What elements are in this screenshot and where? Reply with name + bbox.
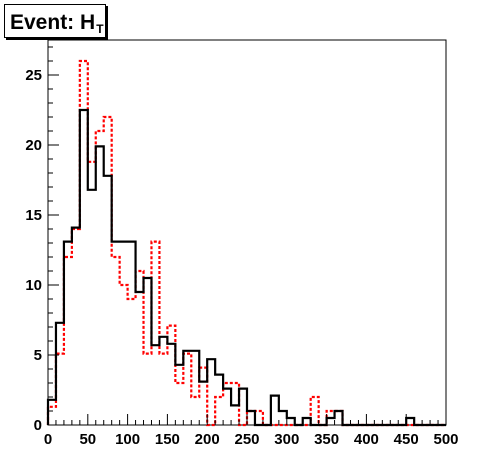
x-tick-label: 150 (155, 431, 180, 448)
x-tick-label: 200 (195, 431, 220, 448)
plot-frame (47, 39, 447, 426)
series-solid-line (46, 108, 446, 427)
y-tick-label: 25 (25, 67, 42, 84)
x-tick-label: 50 (79, 431, 96, 448)
y-tick-label: 5 (34, 347, 42, 364)
y-tick-label: 0 (34, 417, 42, 434)
x-tick-label: 0 (44, 431, 52, 448)
title-symbol: H (80, 11, 96, 34)
x-tick-label: 400 (354, 431, 379, 448)
title-subscript: T (96, 22, 104, 36)
title-prefix: Event: (10, 11, 81, 34)
chart-title: Event: HT (10, 11, 104, 36)
x-tick-label: 300 (274, 431, 299, 448)
x-tick-label: 250 (234, 431, 259, 448)
y-tick-label: 20 (25, 137, 42, 154)
title-box: Event: HT (4, 4, 106, 38)
y-tick-label: 15 (25, 207, 42, 224)
x-tick-label: 500 (433, 431, 458, 448)
x-tick-label: 350 (314, 431, 339, 448)
x-tick-label: 100 (115, 431, 140, 448)
x-tick-label: 450 (394, 431, 419, 448)
series-dashed-line (46, 59, 446, 427)
y-tick-label: 10 (25, 277, 42, 294)
